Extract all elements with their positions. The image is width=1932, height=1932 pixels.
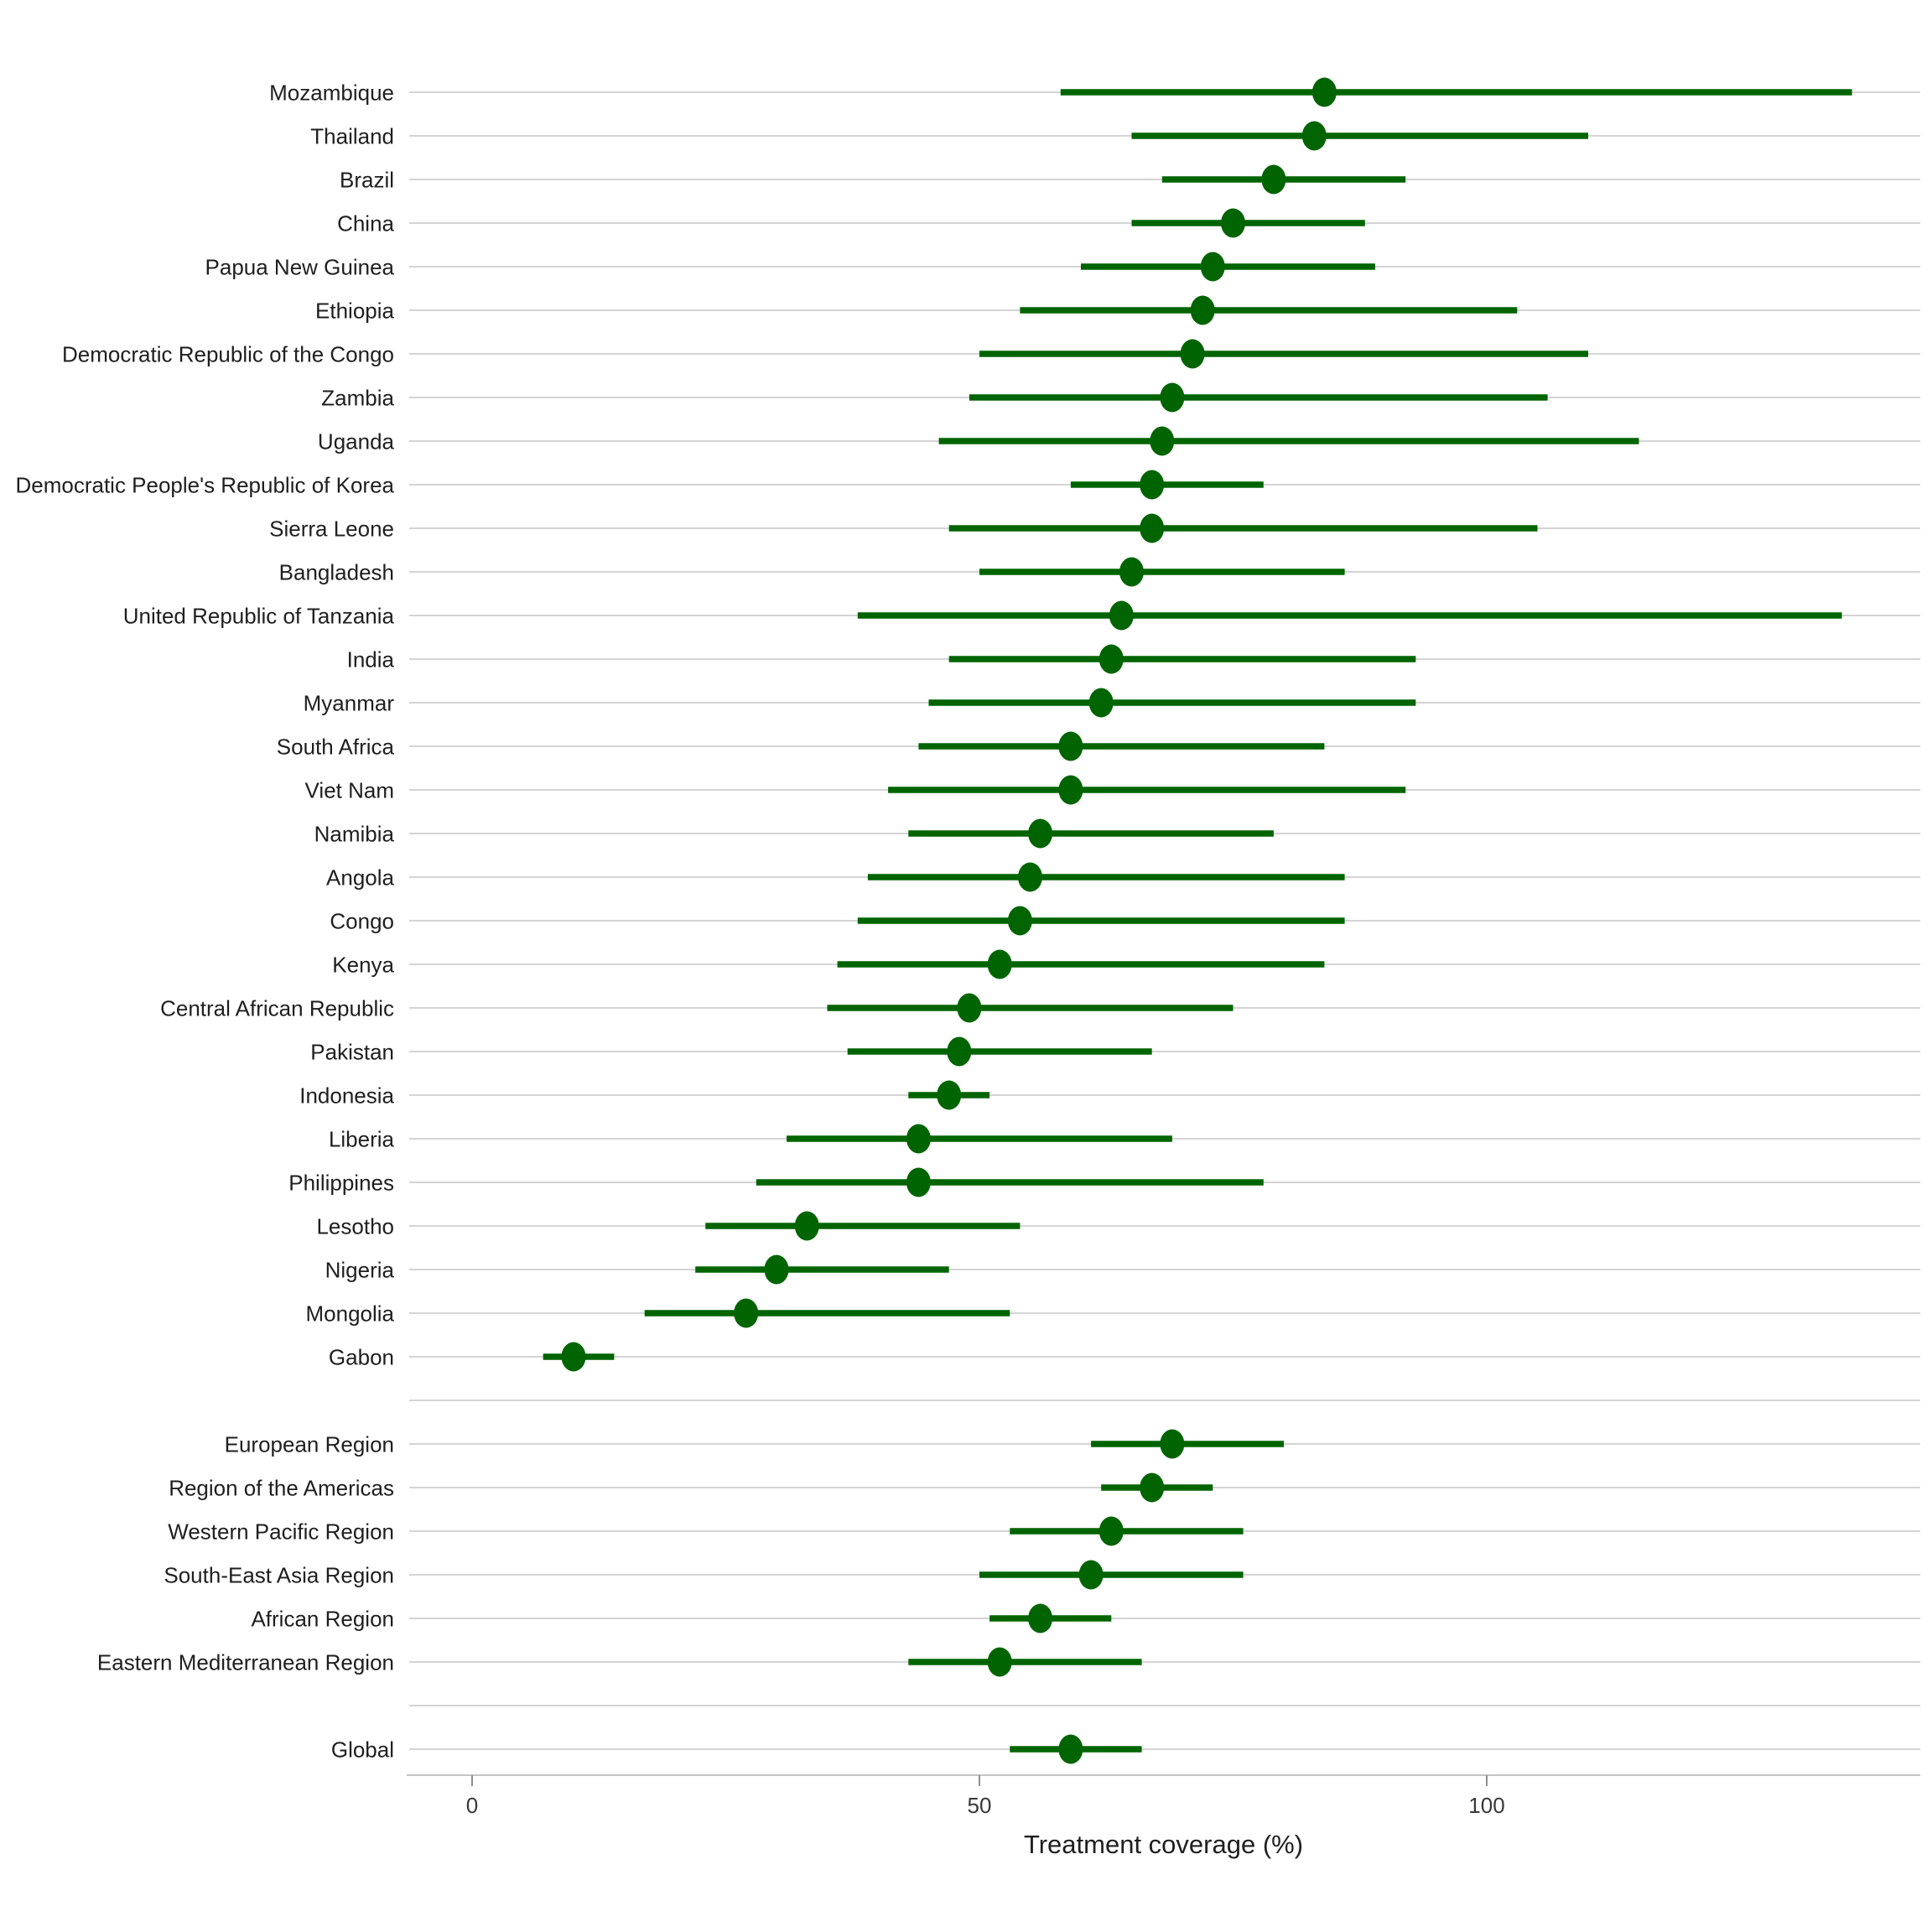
row-label: Global [331,1737,394,1762]
x-axis-tick-label: 50 [968,1793,992,1818]
estimate-dot [987,949,1012,979]
estimate-dot [1058,731,1083,761]
estimate-dot [1140,513,1165,543]
row-label: Uganda [318,428,395,454]
row-label: Papua New Guinea [205,254,395,279]
estimate-dot [1098,1516,1124,1546]
estimate-dot [734,1298,759,1328]
estimate-dot [1301,121,1327,151]
row-label: Namibia [314,821,395,846]
row-label: Mozambique [269,80,394,105]
row-label: Gabon [329,1344,394,1369]
row-label: Brazil [340,167,394,192]
estimate-dot [1200,252,1225,282]
row-label: Nigeria [325,1257,395,1282]
row-label: Myanmar [304,690,395,715]
estimate-dot [1140,470,1165,500]
x-axis-title: Treatment coverage (%) [1023,1830,1304,1859]
estimate-dot [1221,208,1245,238]
estimate-dot [794,1211,819,1241]
row-label: Sierra Leone [269,516,394,541]
estimate-dot [1150,426,1175,456]
estimate-dot [1088,688,1114,718]
row-label: Ethiopia [315,298,394,323]
row-label: United Republic of Tanzania [123,603,395,628]
row-label: South Africa [277,734,395,759]
row-label: Mongolia [305,1301,394,1326]
row-label: Viet Nam [305,777,394,802]
row-label: Philippines [288,1170,394,1195]
estimate-dot [987,1647,1012,1677]
estimate-dot [1028,1603,1053,1633]
row-label: African Region [251,1606,394,1631]
estimate-dot [764,1254,789,1285]
estimate-dot [1119,557,1144,587]
row-label: Central African Republic [160,995,394,1021]
estimate-dot [947,1036,972,1067]
row-label: Zambia [321,385,394,410]
row-label: Liberia [329,1126,395,1151]
row-label: Region of the Americas [169,1475,394,1500]
row-label: European Region [225,1431,394,1457]
estimate-dot [1180,339,1205,369]
estimate-dot [1109,600,1134,631]
row-label: Thailand [310,123,394,148]
estimate-dot [906,1124,931,1154]
estimate-dot [1058,775,1083,805]
x-axis-tick-label: 0 [466,1793,478,1818]
row-label: Democratic Republic of the Congo [62,341,394,366]
estimate-dot [906,1167,931,1197]
row-label: Kenya [332,952,394,977]
row-label: Pakistan [310,1039,394,1064]
estimate-dot [561,1342,586,1372]
row-label: South-East Asia Region [164,1562,394,1587]
estimate-dot [1160,382,1185,413]
row-label: Western Pacific Region [168,1519,394,1544]
estimate-dot [1028,818,1053,849]
estimate-dot [1160,1429,1185,1459]
estimate-dot [1140,1472,1165,1503]
estimate-dot [1018,862,1042,892]
estimate-dot [1311,77,1337,107]
row-label: Democratic People's Republic of Korea [15,472,394,497]
estimate-dot [1261,164,1286,195]
estimate-dot [1078,1560,1104,1590]
estimate-dot [1007,906,1032,936]
x-axis-tick-label: 100 [1468,1793,1504,1818]
row-label: Indonesia [299,1083,394,1108]
estimate-dot [1098,644,1124,674]
estimate-dot [957,993,982,1023]
row-label: India [347,647,395,672]
row-label: Bangladesh [279,559,394,584]
row-label: Lesotho [316,1213,394,1239]
row-label: Eastern Mediterranean Region [97,1649,394,1675]
row-label: Congo [330,908,394,933]
estimate-dot [1058,1734,1083,1764]
row-label: Angola [326,865,394,890]
row-label: China [337,210,394,236]
estimate-dot [1190,295,1215,325]
estimate-dot [937,1080,962,1110]
